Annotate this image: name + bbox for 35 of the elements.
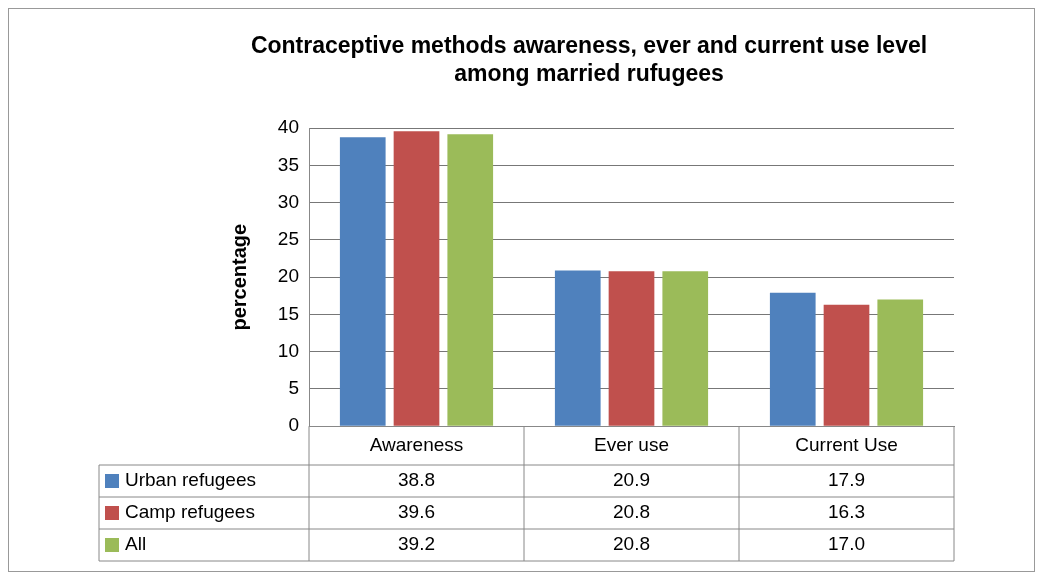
legend-label: All: [125, 533, 147, 555]
data-label: 16.3: [828, 501, 865, 523]
x-tick-label: Ever use: [594, 433, 669, 455]
data-label: 39.6: [398, 501, 435, 523]
y-tick-label: 10: [277, 339, 299, 361]
bar: [769, 292, 816, 426]
data-label: 39.2: [398, 533, 435, 555]
y-axis-title: percentage: [227, 223, 250, 331]
x-tick-label: Awareness: [369, 433, 464, 455]
y-tick-label: 35: [277, 153, 299, 175]
bar: [877, 299, 924, 426]
bar: [662, 271, 709, 426]
bar: [339, 137, 386, 426]
y-tick-label: 0: [288, 414, 299, 436]
data-label: 17.0: [828, 533, 865, 555]
chart-title: Contraceptive methods awareness, ever and current use level among married rufugees: [250, 32, 928, 86]
data-label: 20.8: [613, 533, 650, 555]
data-label: 17.9: [828, 469, 865, 491]
y-tick-label: 20: [277, 265, 299, 287]
data-label: 20.9: [613, 469, 650, 491]
bar: [608, 271, 655, 426]
bar: [823, 304, 870, 426]
y-tick-label: 5: [288, 377, 299, 399]
data-label: 20.8: [613, 501, 650, 523]
bar: [447, 134, 494, 426]
y-tick-label: 40: [277, 116, 299, 138]
data-label: 38.8: [398, 469, 435, 491]
legend-label: Camp refugees: [125, 501, 255, 523]
y-tick-label: 30: [277, 190, 299, 212]
x-tick-label: Current Use: [795, 433, 898, 455]
y-tick-label: 15: [277, 302, 299, 324]
bar: [554, 270, 601, 426]
y-tick-label: 25: [277, 228, 299, 250]
legend-label: Urban refugees: [125, 469, 256, 491]
bar: [393, 131, 440, 426]
